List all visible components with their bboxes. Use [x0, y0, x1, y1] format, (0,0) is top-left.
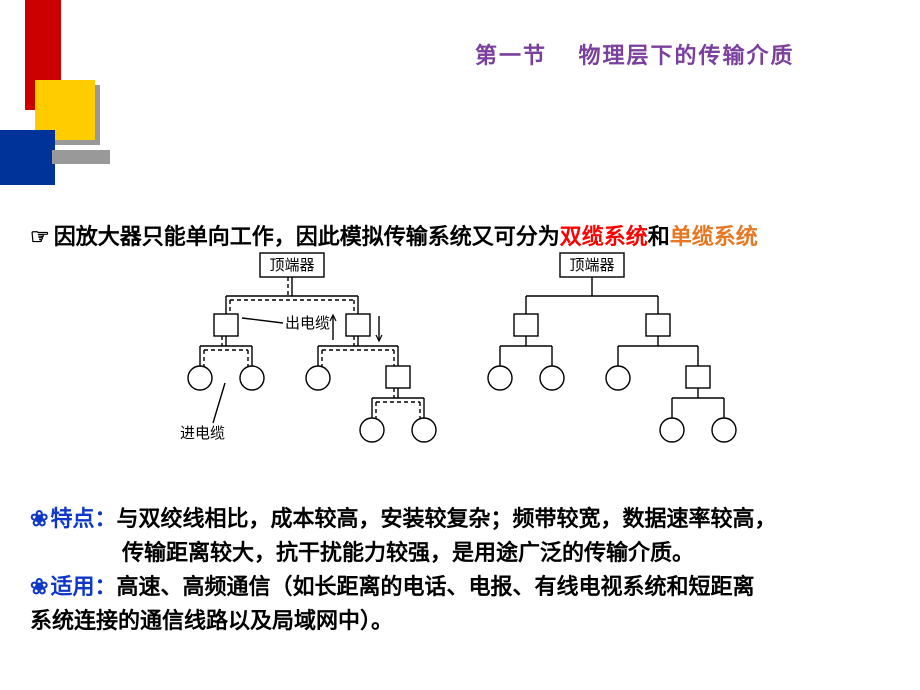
- features-text-1b: 传输距离较大，抗干扰能力较强，是用途广泛的传输介质。: [30, 536, 900, 570]
- features-text-1a: 与双绞线相比，成本较高，安装较复杂；频带较宽，数据速率较高，: [116, 506, 776, 531]
- applicable-text-2a: 高速、高频通信（如长距离的电话、电报、有线电视系统和短距离: [116, 574, 754, 599]
- top-box-right-label: 顶端器: [569, 257, 614, 274]
- applicable-label: 适用：: [50, 574, 116, 599]
- intro-prefix: 因放大器只能单向工作，因此模拟传输系统又可分为: [54, 224, 560, 249]
- applicable-text-2b: 系统连接的通信线路以及局域网中）。: [30, 604, 900, 638]
- features-block: ❀特点：与双绞线相比，成本较高，安装较复杂；频带较宽，数据速率较高， 传输距离较…: [30, 502, 900, 638]
- term-dual-cable: 双缆系统: [560, 224, 648, 249]
- features-line: ❀特点：与双绞线相比，成本较高，安装较复杂；频带较宽，数据速率较高，: [30, 502, 900, 536]
- top-box-left-label: 顶端器: [269, 257, 314, 274]
- corner-decoration: [0, 0, 120, 200]
- in-cable-label: 进电缆: [180, 425, 225, 442]
- pointer-icon: ☞: [30, 224, 50, 249]
- flower-icon: ❀: [30, 506, 48, 531]
- term-single-cable: 单缆系统: [670, 224, 758, 249]
- cable-tree-diagram: 顶端器 出电缆 进电缆: [180, 248, 800, 488]
- features-label: 特点：: [50, 506, 116, 531]
- intro-line: ☞因放大器只能单向工作，因此模拟传输系统又可分为双缆系统和单缆系统: [30, 219, 758, 251]
- intro-mid: 和: [648, 224, 670, 249]
- out-cable-label: 出电缆: [285, 315, 330, 332]
- applicable-line: ❀适用：高速、高频通信（如长距离的电话、电报、有线电视系统和短距离: [30, 570, 900, 604]
- section-title: 第一节 物理层下的传输介质: [475, 38, 795, 70]
- flower-icon: ❀: [30, 574, 48, 599]
